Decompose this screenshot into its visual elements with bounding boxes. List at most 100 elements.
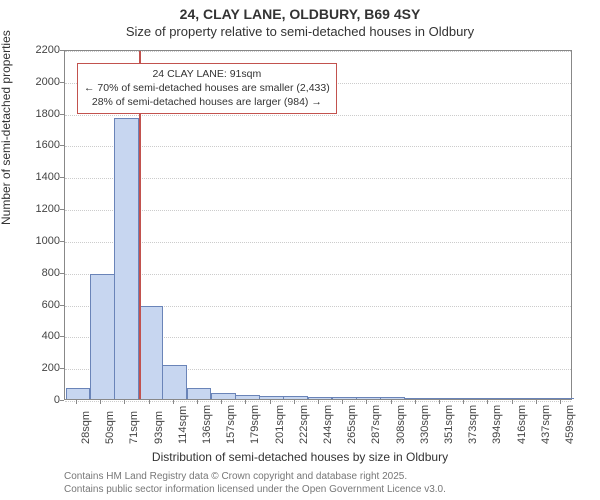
x-axis-label: Distribution of semi-detached houses by … [0, 450, 600, 464]
y-tick-mark [60, 177, 64, 178]
histogram-bar [525, 398, 550, 399]
x-tick-mark [512, 400, 513, 404]
plot-area: 24 CLAY LANE: 91sqm ← 70% of semi-detach… [64, 50, 572, 400]
x-tick-label: 179sqm [249, 405, 261, 444]
annotation-box: 24 CLAY LANE: 91sqm ← 70% of semi-detach… [77, 63, 337, 114]
x-tick-mark [100, 400, 101, 404]
y-tick-label: 800 [30, 267, 60, 279]
x-tick-label: 330sqm [419, 405, 431, 444]
histogram-bar [356, 397, 381, 399]
histogram-bar [550, 398, 575, 399]
y-tick-label: 400 [30, 330, 60, 342]
x-tick-mark [366, 400, 367, 404]
histogram-bar [90, 274, 115, 399]
histogram-bar [211, 393, 236, 399]
x-tick-label: 373sqm [467, 405, 479, 444]
x-tick-label: 437sqm [540, 405, 552, 444]
x-tick-mark [536, 400, 537, 404]
y-tick-mark [60, 400, 64, 401]
histogram-bar [187, 388, 212, 399]
x-tick-label: 394sqm [491, 405, 503, 444]
y-tick-mark [60, 241, 64, 242]
x-tick-label: 244sqm [322, 405, 334, 444]
annotation-line2: ← 70% of semi-detached houses are smalle… [84, 81, 330, 95]
x-tick-label: 459sqm [564, 405, 576, 444]
y-tick-mark [60, 305, 64, 306]
histogram-bar [66, 388, 91, 399]
y-tick-label: 1000 [30, 235, 60, 247]
chart-subtitle: Size of property relative to semi-detach… [0, 24, 600, 39]
histogram-bar [501, 398, 526, 399]
y-tick-mark [60, 145, 64, 146]
histogram-bar [259, 396, 284, 399]
y-tick-mark [60, 368, 64, 369]
x-tick-mark [463, 400, 464, 404]
x-tick-label: 93sqm [153, 411, 165, 444]
x-tick-mark [415, 400, 416, 404]
y-tick-label: 200 [30, 362, 60, 374]
y-tick-mark [60, 209, 64, 210]
x-tick-label: 416sqm [516, 405, 528, 444]
x-tick-mark [487, 400, 488, 404]
x-tick-label: 71sqm [128, 411, 140, 444]
y-tick-label: 2200 [30, 44, 60, 56]
x-tick-mark [221, 400, 222, 404]
histogram-bar [162, 365, 187, 399]
x-tick-label: 287sqm [370, 405, 382, 444]
x-tick-label: 308sqm [395, 405, 407, 444]
x-tick-label: 265sqm [346, 405, 358, 444]
x-tick-mark [318, 400, 319, 404]
x-tick-mark [245, 400, 246, 404]
chart-container: 24, CLAY LANE, OLDBURY, B69 4SY Size of … [0, 0, 600, 500]
histogram-bar [283, 396, 308, 399]
x-tick-mark [197, 400, 198, 404]
x-tick-mark [173, 400, 174, 404]
x-tick-label: 136sqm [201, 405, 213, 444]
y-axis-label: Number of semi-detached properties [0, 30, 13, 225]
histogram-bar [114, 118, 139, 399]
histogram-bar [477, 398, 502, 399]
x-tick-label: 114sqm [177, 406, 189, 444]
y-tick-label: 1400 [30, 171, 60, 183]
y-tick-label: 1200 [30, 203, 60, 215]
histogram-bar [332, 397, 357, 399]
attribution-line2: Contains public sector information licen… [64, 483, 446, 496]
histogram-bar [453, 398, 478, 399]
y-tick-mark [60, 114, 64, 115]
x-tick-mark [391, 400, 392, 404]
annotation-line3: 28% of semi-detached houses are larger (… [84, 95, 330, 109]
x-tick-mark [439, 400, 440, 404]
x-tick-mark [124, 400, 125, 404]
y-tick-label: 2000 [30, 76, 60, 88]
y-tick-label: 600 [30, 299, 60, 311]
x-tick-label: 201sqm [274, 405, 286, 444]
histogram-bar [235, 395, 260, 399]
x-tick-label: 28sqm [80, 411, 92, 444]
x-tick-mark [76, 400, 77, 404]
x-tick-label: 351sqm [443, 405, 455, 444]
x-tick-mark [560, 400, 561, 404]
x-tick-label: 222sqm [298, 405, 310, 444]
attribution: Contains HM Land Registry data © Crown c… [64, 470, 446, 496]
x-tick-label: 157sqm [225, 405, 237, 444]
y-tick-label: 1600 [30, 139, 60, 151]
y-tick-mark [60, 336, 64, 337]
chart-title: 24, CLAY LANE, OLDBURY, B69 4SY [0, 6, 600, 22]
histogram-bar [404, 398, 429, 399]
x-tick-mark [294, 400, 295, 404]
x-tick-mark [342, 400, 343, 404]
y-tick-mark [60, 82, 64, 83]
histogram-bar [138, 306, 163, 399]
attribution-line1: Contains HM Land Registry data © Crown c… [64, 470, 446, 483]
histogram-bar [308, 397, 333, 399]
histogram-bar [380, 397, 405, 399]
y-tick-label: 0 [30, 394, 60, 406]
y-tick-mark [60, 50, 64, 51]
x-tick-label: 50sqm [104, 411, 116, 444]
y-tick-label: 1800 [30, 108, 60, 120]
y-tick-mark [60, 273, 64, 274]
histogram-bar [429, 398, 454, 399]
x-tick-mark [270, 400, 271, 404]
annotation-line1: 24 CLAY LANE: 91sqm [84, 67, 330, 81]
x-tick-mark [149, 400, 150, 404]
